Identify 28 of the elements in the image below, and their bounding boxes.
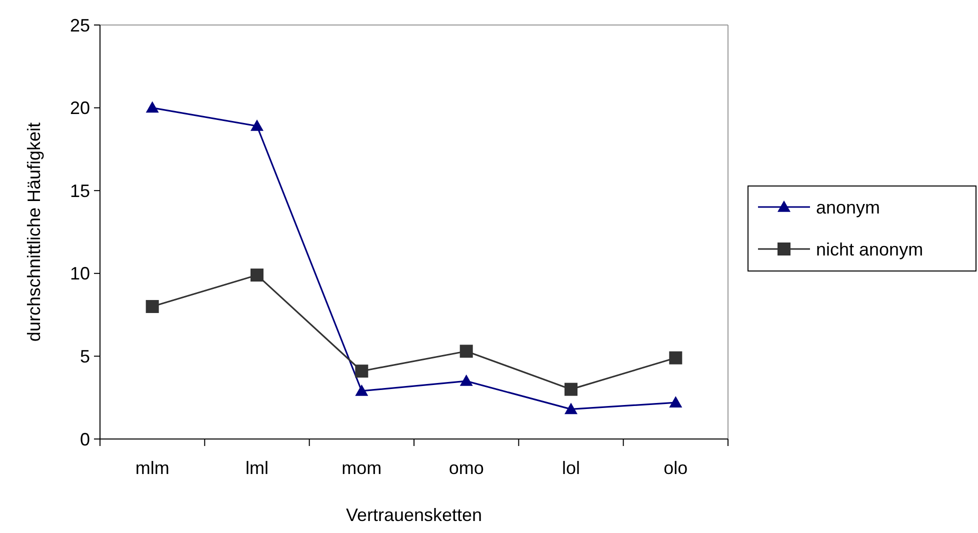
y-tick-label: 0 [80, 429, 90, 450]
point [250, 268, 264, 282]
point [564, 402, 578, 414]
x-tick-label: mom [342, 458, 382, 478]
x-tick-label: olo [664, 458, 688, 478]
legend-label: nicht anonym [816, 239, 924, 260]
y-tick-label: 15 [70, 180, 90, 201]
y-tick-label: 25 [70, 15, 90, 36]
x-tick-label: lml [246, 458, 268, 478]
point [564, 382, 578, 396]
point [669, 396, 682, 408]
point [250, 120, 264, 131]
point [146, 101, 159, 113]
point [460, 344, 473, 358]
point [355, 384, 368, 396]
point [460, 374, 473, 386]
y-axis-title: durchschnittliche Häufigkeit [24, 122, 44, 342]
x-axis-title: Vertrauensketten [346, 505, 482, 525]
y-tick-label: 20 [70, 98, 90, 118]
x-tick-label: mlm [135, 458, 170, 478]
point [355, 364, 368, 378]
y-tick-label: 10 [70, 264, 90, 284]
y-tick-label: 5 [80, 346, 90, 366]
x-tick-label: lol [562, 458, 580, 478]
point [669, 351, 682, 364]
x-tick-label: omo [448, 458, 484, 478]
point [146, 300, 159, 314]
legend-label: anonym [816, 197, 880, 218]
